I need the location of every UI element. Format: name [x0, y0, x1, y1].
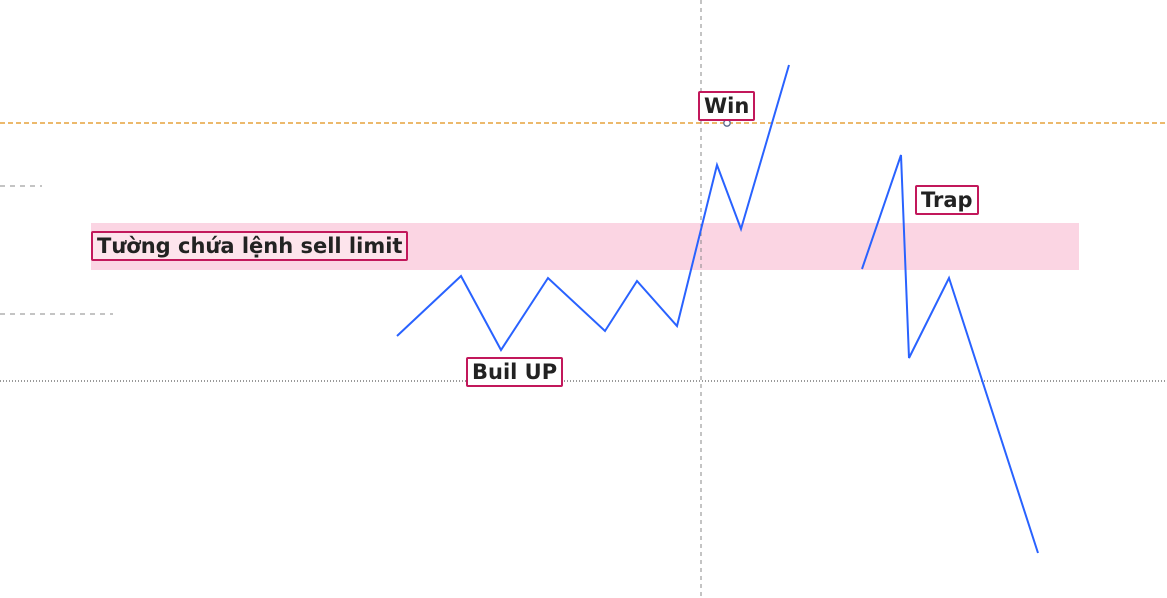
- price-path-breakout: [396, 64, 790, 352]
- build-up-label: Buil UP: [466, 357, 564, 387]
- price-path-trap: [861, 154, 1039, 554]
- sell-limit-wall-label: Tường chứa lệnh sell limit: [91, 231, 409, 261]
- series-layer: [396, 64, 1039, 554]
- win-label: Win: [698, 91, 756, 121]
- trap-label: Trap: [915, 185, 979, 215]
